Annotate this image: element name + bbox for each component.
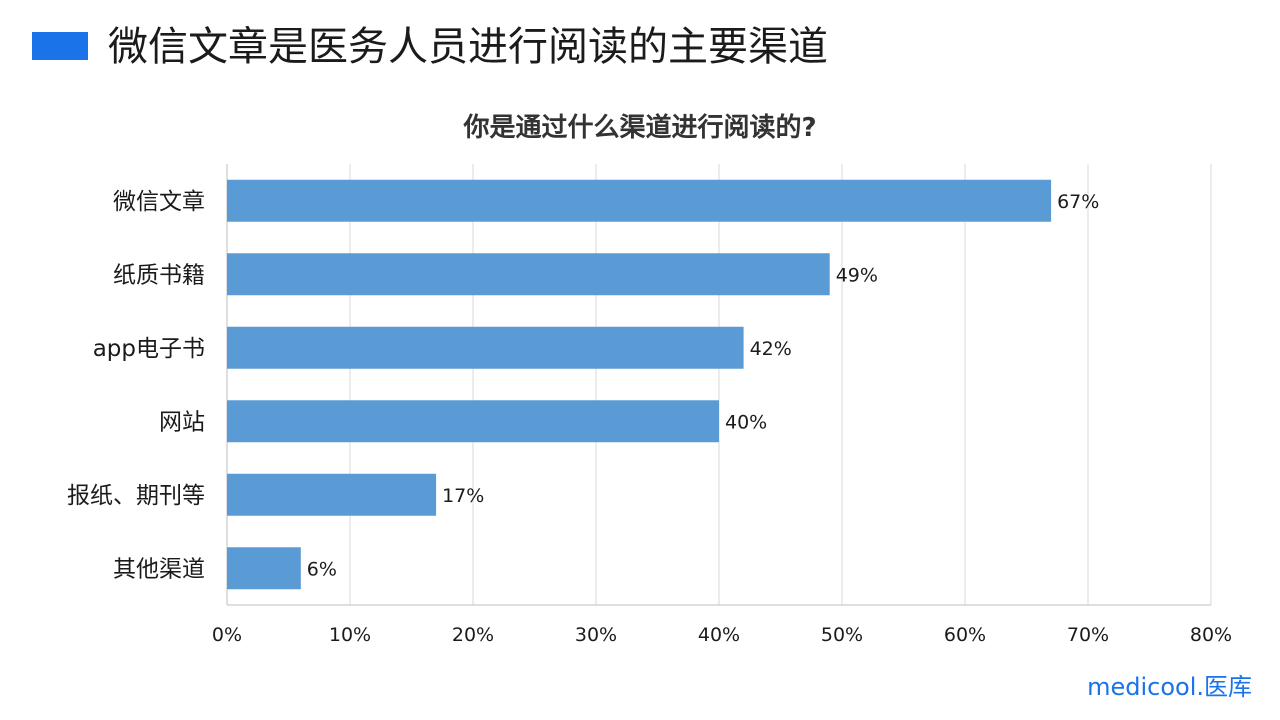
category-label: app电子书 [93, 336, 205, 362]
x-tick-label: 40% [698, 624, 740, 646]
category-label: 纸质书籍 [113, 262, 205, 288]
chart-title: 你是通过什么渠道进行阅读的? [463, 113, 817, 143]
data-label: 49% [836, 264, 878, 286]
category-label: 其他渠道 [113, 556, 205, 582]
data-label: 42% [750, 338, 792, 360]
x-tick-label: 50% [821, 624, 863, 646]
x-tick-label: 80% [1190, 624, 1232, 646]
x-tick-label: 30% [575, 624, 617, 646]
title-accent-bar [32, 32, 88, 60]
bar [227, 400, 719, 443]
x-tick-label: 20% [452, 624, 494, 646]
x-tick-label: 10% [329, 624, 371, 646]
x-tick-label: 60% [944, 624, 986, 646]
data-label: 67% [1057, 191, 1099, 213]
data-label: 17% [442, 485, 484, 507]
bar [227, 473, 437, 516]
bar [227, 253, 830, 296]
x-tick-label: 0% [212, 624, 242, 646]
category-label: 报纸、期刊等 [67, 483, 205, 509]
brand-logo: medicool.医库 [1087, 673, 1252, 701]
data-label: 6% [307, 558, 337, 580]
category-label: 微信文章 [113, 189, 205, 215]
category-label: 网站 [159, 409, 205, 435]
slide-title: 微信文章是医务人员进行阅读的主要渠道 [108, 24, 828, 70]
bar [227, 179, 1052, 222]
x-tick-label: 70% [1067, 624, 1109, 646]
data-label: 40% [725, 411, 767, 433]
bar [227, 326, 744, 369]
bar [227, 547, 301, 590]
